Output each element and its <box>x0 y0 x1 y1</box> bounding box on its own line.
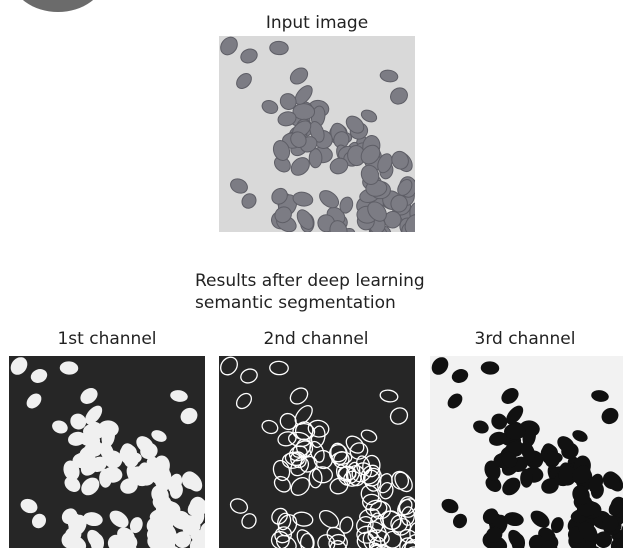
channel-title: 2nd channel <box>263 329 368 349</box>
figure: Input image Results after deep learning … <box>0 0 623 548</box>
results-title-line: semantic segmentation <box>195 293 396 313</box>
channel-title: 3rd channel <box>475 329 576 349</box>
results-title-line: Results after deep learning <box>195 271 425 291</box>
input-image <box>217 34 426 247</box>
cell <box>269 41 288 55</box>
channel-3-image <box>428 354 623 548</box>
input-title: Input image <box>266 13 368 33</box>
logo-fragment <box>12 0 104 12</box>
figure-page: Input image Results after deep learning … <box>0 0 623 548</box>
channel-1-image <box>7 354 216 548</box>
channel-2-image <box>217 354 426 548</box>
channel-title: 1st channel <box>57 329 156 349</box>
